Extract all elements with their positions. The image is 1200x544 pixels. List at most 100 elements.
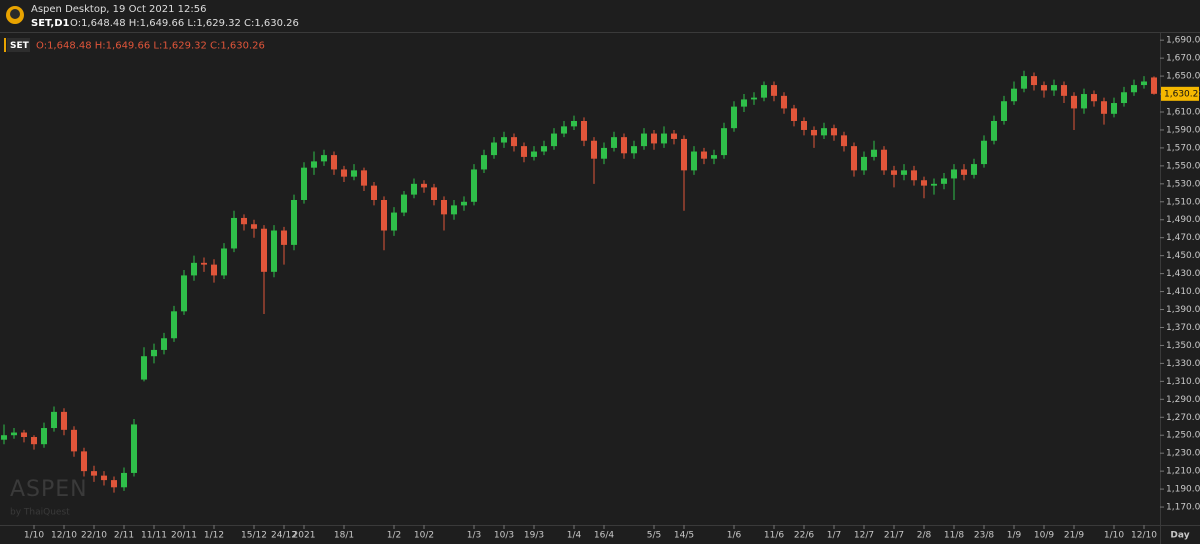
candle-body [831, 128, 837, 136]
y-tick-label: 1,470.00 [1166, 233, 1200, 243]
candle-body [151, 349, 157, 357]
candle-body [1061, 85, 1067, 96]
y-tick-label: 1,210.00 [1166, 467, 1200, 477]
candle-body [11, 432, 17, 436]
candle-body [1081, 94, 1087, 109]
candle-body [1151, 77, 1157, 94]
candle-body [581, 120, 587, 141]
x-tick-label: 10/9 [1034, 531, 1054, 541]
candle-body [501, 137, 507, 143]
y-tick-label: 1,290.00 [1166, 395, 1200, 405]
candle-body [691, 151, 697, 171]
candle-body [101, 475, 107, 481]
x-tick-label: 11/6 [764, 531, 784, 541]
x-tick-label: 1/4 [567, 531, 582, 541]
last-price-label: 1,630.26 [1164, 89, 1200, 99]
candle-body [1141, 81, 1147, 86]
y-tick-label: 1,350.00 [1166, 341, 1200, 351]
candle-body [701, 151, 707, 159]
candle-body [201, 262, 207, 265]
y-tick-label: 1,330.00 [1166, 359, 1200, 369]
y-tick-label: 1,250.00 [1166, 431, 1200, 441]
candle-body [331, 155, 337, 170]
candle-body [131, 424, 137, 473]
candle-body [241, 217, 247, 225]
candle-body [851, 146, 857, 171]
candle-body [361, 170, 367, 186]
candle-body [791, 108, 797, 121]
x-tick-label: 1/6 [727, 531, 742, 541]
ohlc-header: O:1,648.48 H:1,649.66 L:1,629.32 C:1,630… [70, 18, 299, 29]
y-tick-label: 1,550.00 [1166, 161, 1200, 171]
x-tick-label: 18/1 [334, 531, 354, 541]
candle-body [31, 437, 37, 445]
x-tick-label: 12/10 [51, 531, 77, 541]
candle-body [171, 311, 177, 339]
y-tick-label: 1,230.00 [1166, 449, 1200, 459]
last-price-tag [1161, 86, 1199, 101]
x-tick-label: 1/10 [1104, 531, 1124, 541]
candle-body [391, 212, 397, 231]
candle-body [401, 194, 407, 213]
legend-marker [4, 38, 6, 52]
candle-body [461, 201, 467, 206]
candle-body [291, 199, 297, 245]
candle-body [371, 185, 377, 200]
candle-body [951, 169, 957, 179]
x-tick-label: 1/7 [827, 531, 841, 541]
candle-body [801, 120, 807, 130]
candle-body [1041, 85, 1047, 91]
x-tick-label: 5/5 [647, 531, 661, 541]
candle-body [41, 428, 47, 445]
x-tick-label: 1/9 [1007, 531, 1022, 541]
watermark-by: by ThaiQuest [10, 508, 70, 518]
y-tick-label: 1,610.00 [1166, 108, 1200, 118]
candle-body [531, 151, 537, 157]
candle-body [1031, 76, 1037, 86]
symbol: SET,D1 [31, 18, 70, 29]
candle-body [901, 170, 907, 175]
candle-body [881, 149, 887, 171]
x-unit: Day [1170, 531, 1189, 541]
y-tick-label: 1,310.00 [1166, 377, 1200, 387]
candle-body [141, 356, 147, 380]
candle-body [931, 183, 937, 186]
candle-body [721, 128, 727, 156]
x-tick-label: 2/8 [917, 531, 932, 541]
candle-body [911, 170, 917, 181]
y-tick-label: 1,590.00 [1166, 125, 1200, 135]
x-tick-label: 1/3 [467, 531, 481, 541]
x-tick-label: 12/10 [1131, 531, 1157, 541]
y-tick-label: 1,570.00 [1166, 143, 1200, 153]
candle-body [1101, 101, 1107, 114]
legend-ohlc: O:1,648.48 H:1,649.66 L:1,629.32 C:1,630… [36, 41, 265, 52]
candle-body [431, 187, 437, 200]
x-tick-label: 2021 [293, 531, 316, 541]
candle-body [301, 167, 307, 200]
app-title: Aspen Desktop, 19 Oct 2021 12:56 [31, 4, 206, 15]
y-tick-label: 1,490.00 [1166, 215, 1200, 225]
candle-body [51, 411, 57, 429]
candle-body [1121, 92, 1127, 104]
candle-body [421, 183, 427, 188]
x-tick-label: 1/12 [204, 531, 224, 541]
candle-body [711, 155, 717, 159]
candle-body [1001, 101, 1007, 121]
candle-body [731, 106, 737, 129]
y-tick-label: 1,530.00 [1166, 179, 1200, 189]
candle-body [971, 164, 977, 175]
candle-body [1, 435, 7, 440]
candle-body [921, 180, 927, 186]
candle-body [271, 230, 277, 272]
y-tick-label: 1,510.00 [1166, 197, 1200, 207]
candle-body [491, 142, 497, 156]
x-tick-label: 10/3 [494, 531, 514, 541]
candle-body [1071, 95, 1077, 109]
candle-body [941, 178, 947, 184]
candle-body [981, 140, 987, 165]
y-tick-label: 1,370.00 [1166, 323, 1200, 333]
x-tick-label: 11/8 [944, 531, 964, 541]
x-tick-label: 16/4 [594, 531, 614, 541]
candle-body [321, 155, 327, 162]
